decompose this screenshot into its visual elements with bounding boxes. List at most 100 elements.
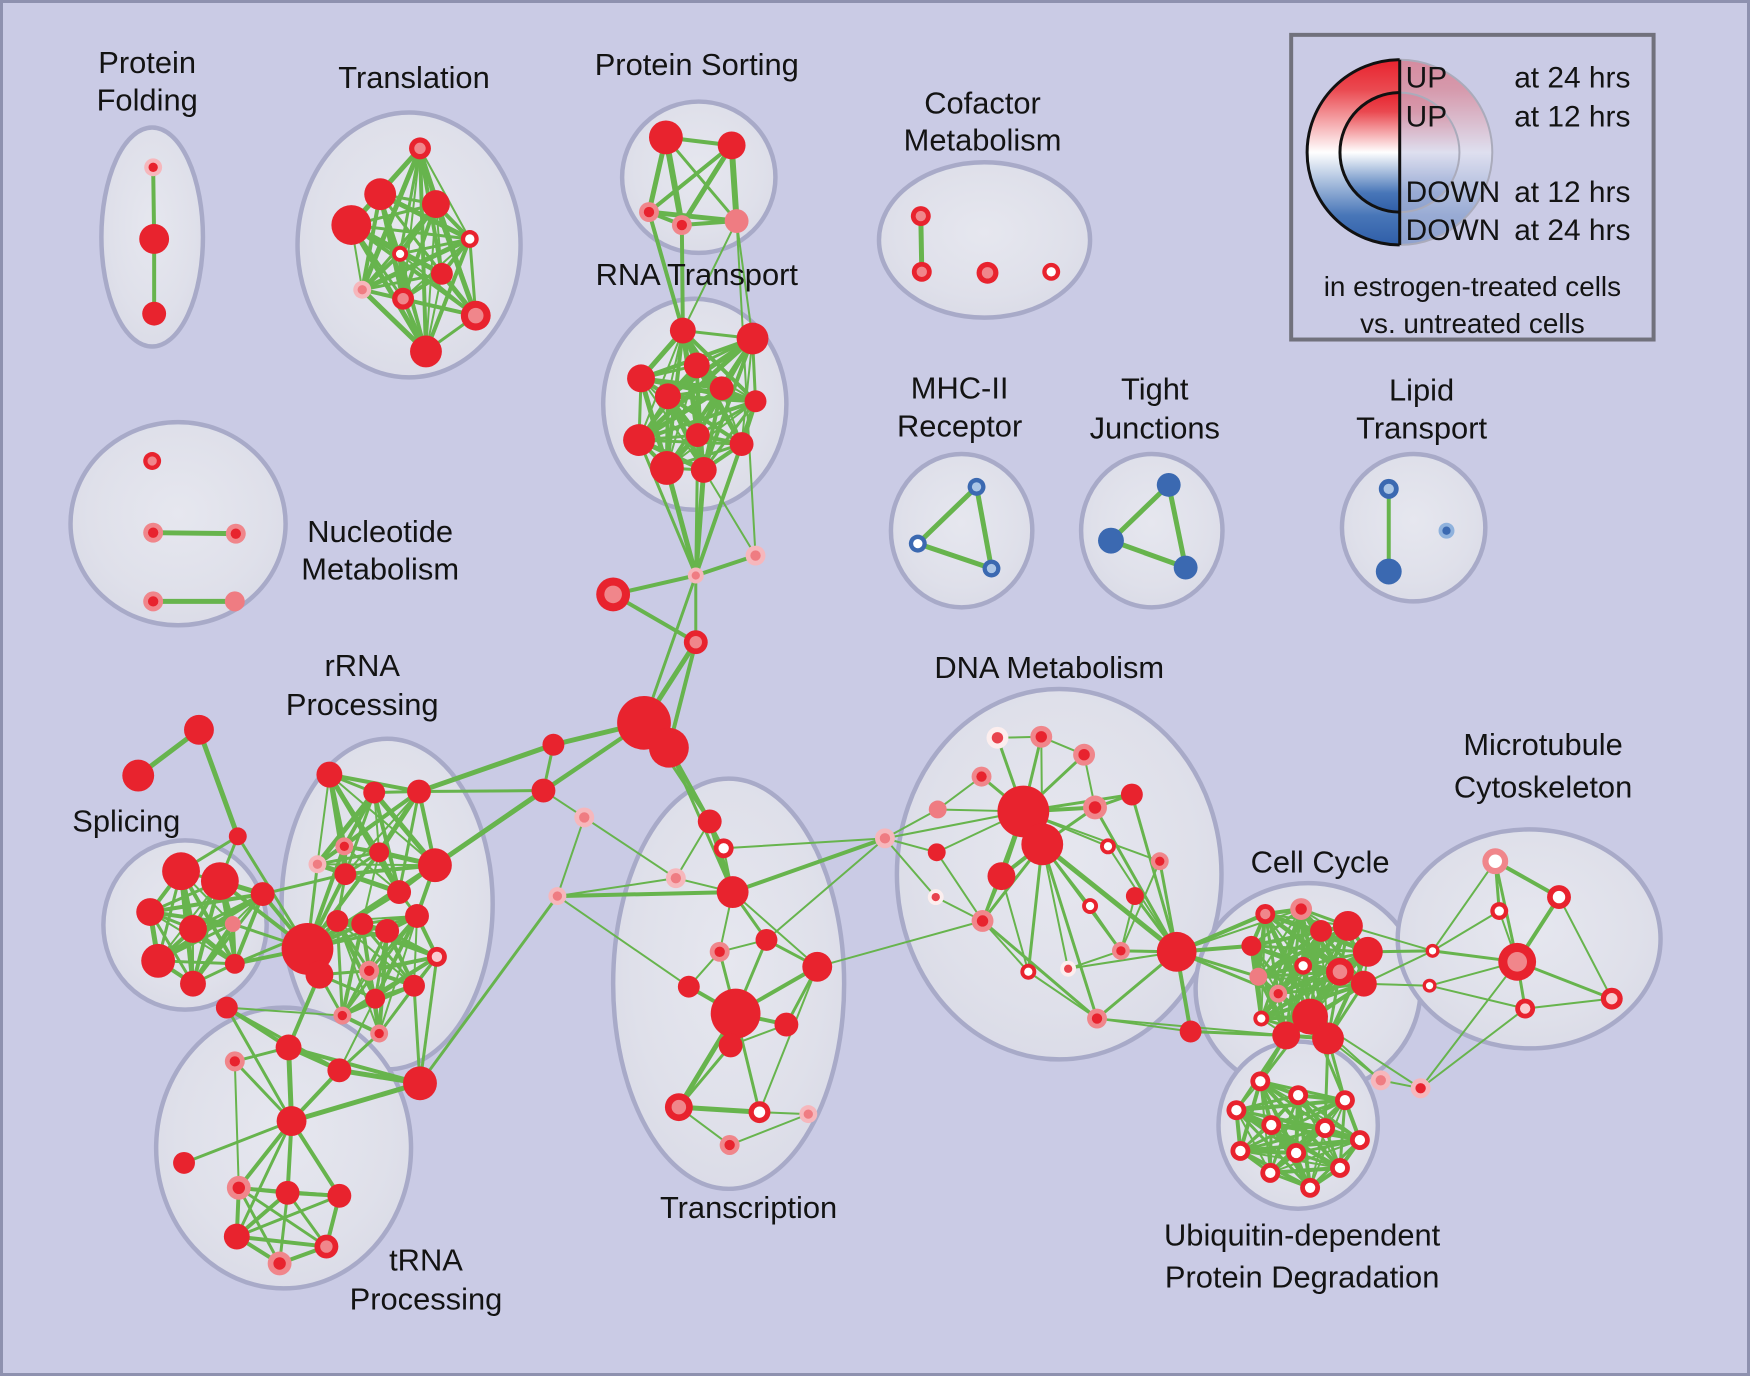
gene-node-center	[339, 841, 349, 851]
gene-node	[224, 953, 245, 974]
gene-node-center	[676, 219, 688, 231]
edge	[915, 484, 980, 547]
gene-node	[729, 432, 754, 457]
gene-node	[531, 778, 556, 803]
edge	[1431, 860, 1497, 952]
gene-node-center	[1339, 1095, 1351, 1106]
gene-node	[716, 876, 749, 909]
gene-node-center	[1091, 1013, 1103, 1024]
edge	[237, 1186, 328, 1249]
gene-node-center	[1064, 964, 1073, 973]
gene-node	[802, 951, 833, 982]
edge	[1108, 482, 1172, 544]
gene-node	[327, 1183, 352, 1208]
edge	[148, 892, 265, 915]
gene-node-center	[1046, 267, 1056, 277]
edge	[1269, 1139, 1361, 1174]
gene-node	[928, 800, 947, 819]
gene-node	[316, 761, 343, 788]
cluster-label-mhc-ii-receptor: MHC-II	[911, 370, 1009, 405]
gene-node-center	[397, 293, 409, 305]
edge	[665, 394, 758, 404]
edge	[261, 872, 347, 896]
gene-node	[683, 352, 710, 379]
edge	[1268, 1165, 1342, 1175]
gene-node-center	[913, 538, 923, 549]
gene-node-center	[1334, 1162, 1346, 1174]
gene-node-center	[1231, 1104, 1242, 1116]
edge	[376, 789, 422, 855]
gene-node-center	[147, 596, 159, 607]
gene-node-center	[1085, 901, 1095, 911]
gene-node-center	[1257, 1014, 1266, 1023]
edge	[555, 890, 735, 899]
gene-node	[365, 988, 386, 1009]
edge	[1256, 923, 1350, 979]
edge	[1041, 843, 1070, 970]
gene-node	[1310, 919, 1332, 942]
gene-node-center	[1103, 842, 1113, 851]
gene-node-center	[1295, 903, 1307, 915]
gene-node-center	[1292, 1090, 1304, 1101]
edge	[344, 790, 420, 876]
legend-direction-label: DOWN	[1406, 176, 1501, 209]
edge	[289, 1080, 423, 1124]
gene-node	[180, 970, 206, 997]
gene-node	[927, 843, 946, 862]
gene-node	[1156, 931, 1197, 972]
edge	[1093, 805, 1179, 954]
gene-node-center	[689, 635, 702, 649]
edge	[315, 850, 381, 866]
edge	[235, 1194, 341, 1239]
gene-node	[162, 852, 200, 891]
network-nodes	[122, 120, 1623, 1276]
gene-node	[648, 120, 683, 155]
gene-node	[755, 928, 778, 951]
gene-node	[709, 376, 734, 401]
edge	[1000, 875, 1030, 973]
legend-direction-label: DOWN	[1406, 214, 1501, 247]
gene-node	[173, 1151, 195, 1174]
gene-node	[136, 898, 165, 926]
gene-node-center	[1116, 946, 1126, 956]
edge	[398, 237, 472, 256]
edge	[360, 272, 444, 292]
edge	[694, 433, 700, 577]
legend-note: in estrogen-treated cells	[1324, 271, 1621, 302]
edge	[1040, 842, 1099, 1021]
cluster-label-lipid-transport: Transport	[1356, 410, 1487, 445]
edge	[1119, 895, 1136, 952]
cluster-ellipse-tight-junctions	[1078, 451, 1225, 610]
gene-node	[403, 974, 425, 997]
gene-node-center	[753, 1106, 766, 1118]
legend-time-label: at 12 hrs	[1514, 176, 1630, 209]
gene-node-center	[1155, 856, 1165, 866]
cluster-label-protein-folding: Folding	[97, 83, 198, 118]
edge	[915, 541, 994, 572]
cluster-ellipse-lipid-transport	[1339, 451, 1488, 604]
gene-node-center	[1273, 989, 1283, 999]
gene-node-center	[1078, 749, 1090, 761]
gene-node	[1241, 935, 1262, 956]
edge	[735, 220, 754, 340]
edge	[1419, 960, 1519, 1090]
gene-node	[421, 190, 450, 219]
gene-node-center	[1332, 964, 1348, 980]
cluster-label-microtubule-cytoskeleton: Microtubule	[1463, 727, 1623, 762]
gene-node	[542, 733, 565, 756]
gene-node	[224, 591, 245, 612]
gene-node-center	[552, 891, 563, 901]
gene-node-center	[1383, 483, 1394, 495]
gene-node	[1098, 527, 1124, 554]
edge	[1309, 1127, 1327, 1189]
cluster-label-tight-junctions: Junctions	[1090, 410, 1220, 445]
edge	[679, 223, 685, 333]
edge	[731, 891, 819, 968]
gene-node-center	[312, 859, 323, 869]
gene-node	[418, 848, 452, 883]
gene-node-center	[724, 1139, 735, 1151]
edge	[349, 223, 478, 318]
edge	[182, 1119, 294, 1165]
edge	[418, 955, 439, 1085]
